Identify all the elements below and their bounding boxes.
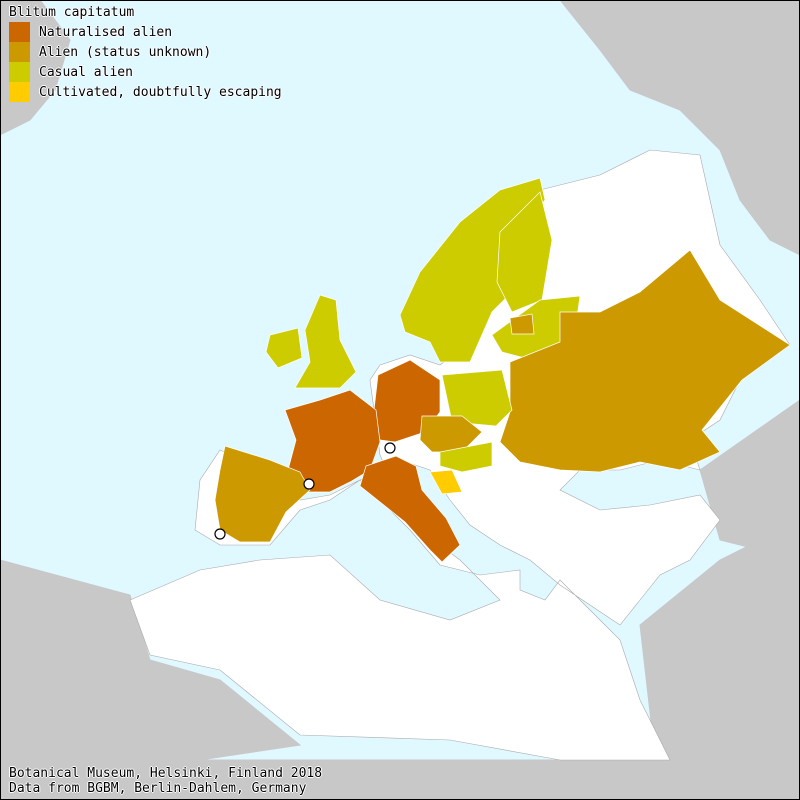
legend-swatch [9,62,30,82]
record-marker [384,442,396,454]
credit-line-1: Botanical Museum, Helsinki, Finland 2018 [9,766,323,781]
credit-line-2: Data from BGBM, Berlin-Dahlem, Germany [9,781,307,796]
legend-label: Casual alien [39,64,133,80]
region-great-britain [294,294,357,389]
region-eastern-europe [499,249,791,473]
legend-label: Cultivated, doubtfully escaping [39,84,282,100]
legend-item: Naturalised alien [9,22,282,42]
region-ireland [265,327,303,369]
legend-label: Alien (status unknown) [39,44,212,60]
legend-item: Cultivated, doubtfully escaping [9,82,282,102]
region-latvia [509,313,535,335]
legend-item: Casual alien [9,62,282,82]
legend-swatch [9,82,30,102]
region-spain [214,445,311,543]
region-france [284,389,381,493]
legend-swatch [9,42,30,62]
credits: Botanical Museum, Helsinki, Finland 2018… [9,766,322,796]
legend-swatch [9,22,30,42]
map-title: Blitum capitatum [9,5,135,20]
region-italy [359,455,461,563]
region-hungary [439,441,493,473]
record-marker [303,478,315,490]
record-markers [214,442,396,540]
region-poland [441,369,513,427]
legend-item: Alien (status unknown) [9,42,282,62]
region-croatia [429,469,463,495]
legend-label: Naturalised alien [39,24,173,40]
record-marker [214,528,226,540]
legend: Blitum capitatum Naturalised alien Alien… [9,4,282,102]
recorded-regions [214,177,791,563]
